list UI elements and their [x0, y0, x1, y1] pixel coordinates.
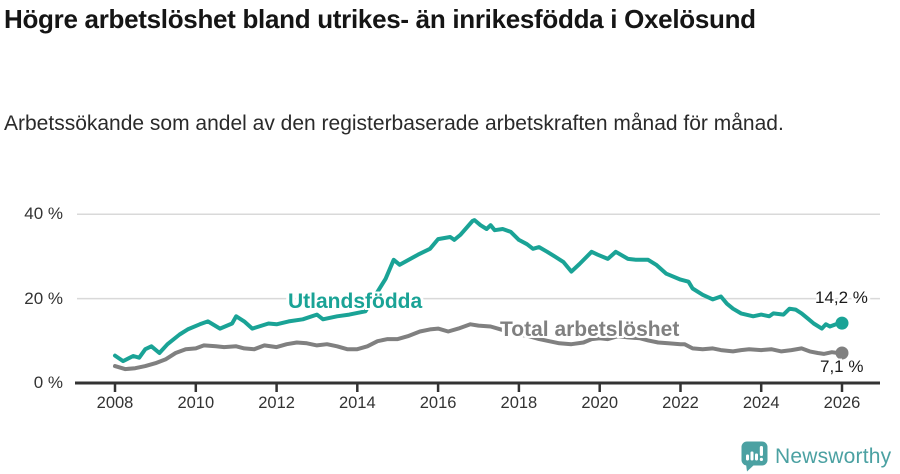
- x-tick-label-2018: 2018: [500, 394, 538, 412]
- series-end-dot-utlandsfodda: [835, 316, 849, 330]
- chart-subtitle: Arbetssökande som andel av den registerb…: [4, 112, 784, 135]
- x-tick-label-2008: 2008: [96, 394, 134, 412]
- series-label-total-arbetsloshet: Total arbetslöshet: [500, 318, 680, 341]
- x-tick-label-2016: 2016: [419, 394, 457, 412]
- x-tick-label-2024: 2024: [742, 394, 780, 412]
- newsworthy-logo-icon: [741, 441, 768, 472]
- series-line-total-arbetsloshet: [113, 322, 844, 372]
- x-tick-label-2010: 2010: [177, 394, 215, 412]
- series-line-utlandsfodda: [113, 218, 844, 364]
- newsworthy-brand-text: Newsworthy: [775, 444, 892, 468]
- x-tick-label-2012: 2012: [258, 394, 295, 412]
- series-end-dot-total-arbetsloshet: [835, 346, 849, 360]
- x-tick-label-2014: 2014: [338, 394, 376, 412]
- x-tick-label-2020: 2020: [581, 394, 619, 412]
- x-tick-label-2022: 2022: [662, 394, 699, 412]
- chart-title: Högre arbetslöshet bland utrikes- än inr…: [4, 4, 756, 34]
- end-value-label-utlandsfodda: 14,2 %: [815, 288, 868, 307]
- series-label-utlandsfodda: Utlandsfödda: [288, 290, 423, 313]
- newsworthy-attribution[interactable]: Newsworthy: [741, 441, 891, 472]
- y-tick-label-40: 40 %: [24, 204, 63, 224]
- y-tick-label-20: 20 %: [24, 288, 63, 308]
- x-tick-label-2026: 2026: [823, 394, 861, 412]
- y-tick-label-0: 0 %: [33, 373, 63, 392]
- end-value-label-total-arbetsloshet: 7,1 %: [820, 357, 864, 376]
